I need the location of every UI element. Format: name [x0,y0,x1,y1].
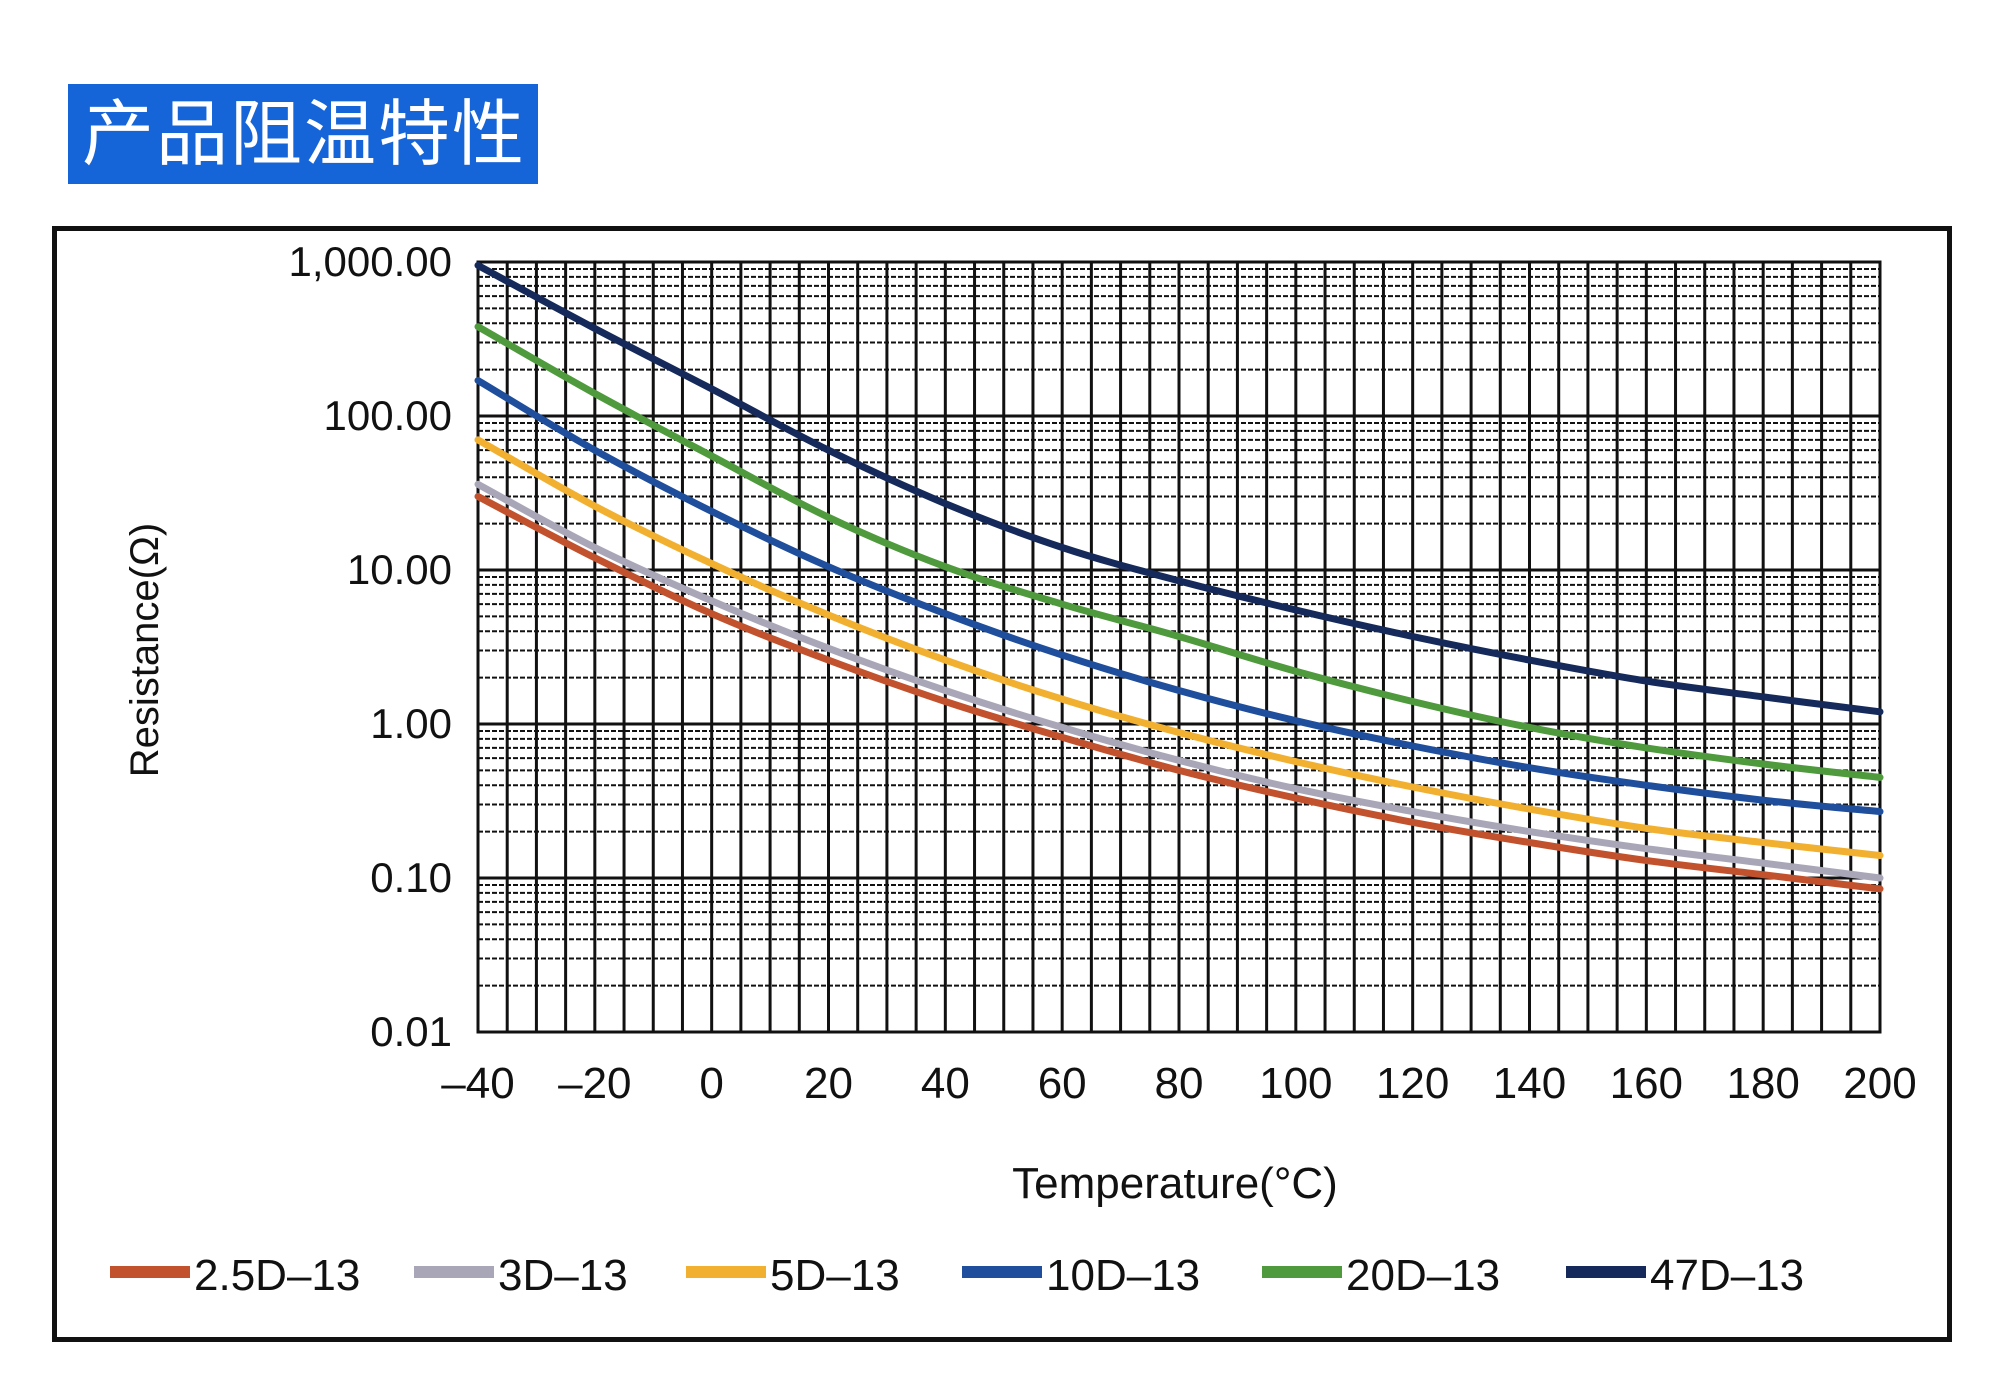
x-tick-label: 100 [1259,1059,1332,1108]
x-tick-label: 80 [1155,1059,1204,1108]
legend-label: 10D–13 [1046,1251,1200,1300]
grid [476,260,1882,1034]
legend: 2.5D–13 3D–13 5D–13 10D–13 20D–13 47D–13 [110,1251,1804,1300]
legend-swatch [414,1266,494,1278]
legend-swatch [1262,1266,1342,1278]
legend-item: 3D–13 [414,1251,628,1300]
y-tick-label: 10.00 [347,546,452,593]
x-axis-label: Temperature(°C) [1012,1159,1338,1208]
y-tick-label: 0.01 [370,1008,452,1055]
y-tick-label: 1,000.00 [289,238,453,285]
series-line-5 [474,261,1884,716]
y-tick-labels: 0.01 0.10 1.00 10.00 100.00 1,000.00 [289,238,453,1055]
legend-item: 47D–13 [1566,1251,1804,1300]
x-tick-labels: –40 –20 0 20 40 60 80 100 120 140 160 180 200 [441,1059,1916,1108]
legend-item: 5D–13 [686,1251,900,1300]
legend-label: 2.5D–13 [194,1251,360,1300]
y-tick-label: 100.00 [324,392,452,439]
x-tick-label: 120 [1376,1059,1449,1108]
series-line-1 [474,480,1884,882]
y-axis-label: Resistance(Ω) [123,523,167,777]
x-tick-label: 0 [699,1059,723,1108]
legend-item: 10D–13 [962,1251,1200,1300]
legend-label: 47D–13 [1650,1251,1804,1300]
series-line-2 [474,436,1884,859]
x-tick-label: –40 [441,1059,514,1108]
legend-label: 5D–13 [770,1251,900,1300]
series-lines [474,261,1884,893]
y-tick-label: 0.10 [370,854,452,901]
legend-swatch [686,1266,766,1278]
legend-swatch [110,1266,190,1278]
x-tick-label: 60 [1038,1059,1087,1108]
series-line-0 [474,493,1884,893]
x-tick-label: 140 [1493,1059,1566,1108]
x-tick-label: –20 [558,1059,631,1108]
chart-frame [52,226,1952,1342]
y-tick-label: 1.00 [370,700,452,747]
legend-label: 3D–13 [498,1251,628,1300]
legend-label: 20D–13 [1346,1251,1500,1300]
page-title: 产品阻温特性 [68,84,538,184]
series-line-3 [474,377,1884,816]
legend-swatch [1566,1266,1646,1278]
legend-swatch [962,1266,1042,1278]
x-tick-label: 200 [1843,1059,1916,1108]
x-tick-label: 40 [921,1059,970,1108]
legend-item: 20D–13 [1262,1251,1500,1300]
x-tick-label: 160 [1610,1059,1683,1108]
x-tick-label: 180 [1726,1059,1799,1108]
legend-item: 2.5D–13 [110,1251,360,1300]
x-tick-label: 20 [804,1059,853,1108]
series-line-4 [474,323,1884,781]
